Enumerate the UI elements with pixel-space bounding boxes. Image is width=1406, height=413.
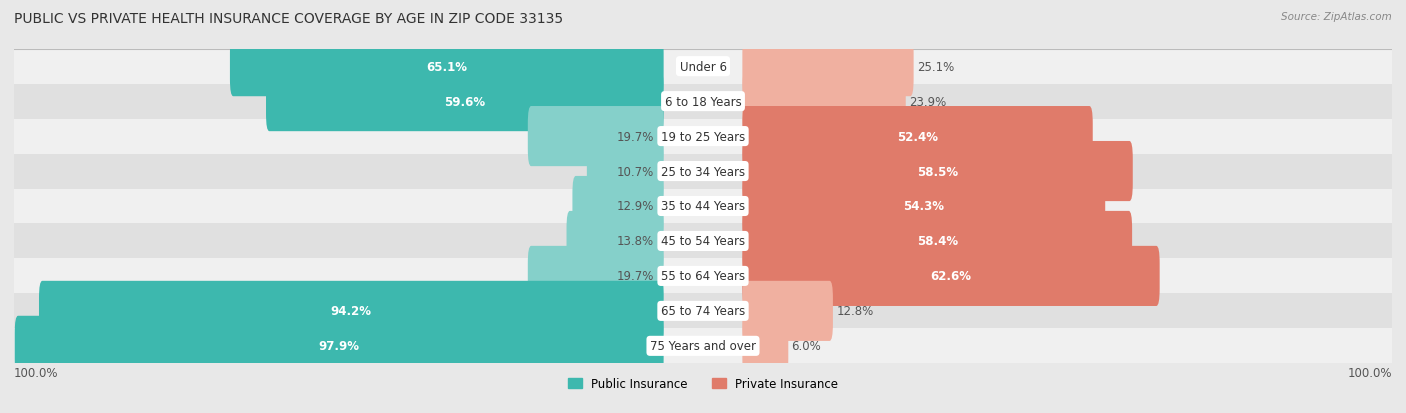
FancyBboxPatch shape: [14, 189, 1392, 224]
Text: 10.7%: 10.7%: [617, 165, 654, 178]
Text: 58.5%: 58.5%: [917, 165, 957, 178]
FancyBboxPatch shape: [14, 50, 1392, 84]
Text: 62.6%: 62.6%: [931, 270, 972, 283]
FancyBboxPatch shape: [742, 176, 1105, 237]
Text: Source: ZipAtlas.com: Source: ZipAtlas.com: [1281, 12, 1392, 22]
Text: 25 to 34 Years: 25 to 34 Years: [661, 165, 745, 178]
Text: Under 6: Under 6: [679, 61, 727, 74]
Text: 58.4%: 58.4%: [917, 235, 957, 248]
FancyBboxPatch shape: [14, 316, 664, 376]
FancyBboxPatch shape: [527, 107, 664, 167]
FancyBboxPatch shape: [39, 281, 664, 341]
Text: 6 to 18 Years: 6 to 18 Years: [665, 95, 741, 108]
FancyBboxPatch shape: [266, 72, 664, 132]
FancyBboxPatch shape: [742, 107, 1092, 167]
FancyBboxPatch shape: [742, 72, 905, 132]
Text: 54.3%: 54.3%: [903, 200, 945, 213]
Text: 35 to 44 Years: 35 to 44 Years: [661, 200, 745, 213]
FancyBboxPatch shape: [572, 176, 664, 237]
Text: 19.7%: 19.7%: [616, 130, 654, 143]
FancyBboxPatch shape: [742, 281, 832, 341]
FancyBboxPatch shape: [742, 142, 1133, 202]
FancyBboxPatch shape: [742, 246, 1160, 306]
Text: 75 Years and over: 75 Years and over: [650, 339, 756, 352]
Text: 25.1%: 25.1%: [917, 61, 955, 74]
Text: 6.0%: 6.0%: [792, 339, 821, 352]
FancyBboxPatch shape: [14, 84, 1392, 119]
FancyBboxPatch shape: [742, 37, 914, 97]
Text: 23.9%: 23.9%: [910, 95, 946, 108]
Legend: Public Insurance, Private Insurance: Public Insurance, Private Insurance: [564, 373, 842, 395]
FancyBboxPatch shape: [14, 294, 1392, 329]
FancyBboxPatch shape: [14, 154, 1392, 189]
FancyBboxPatch shape: [14, 329, 1392, 363]
Text: PUBLIC VS PRIVATE HEALTH INSURANCE COVERAGE BY AGE IN ZIP CODE 33135: PUBLIC VS PRIVATE HEALTH INSURANCE COVER…: [14, 12, 564, 26]
Text: 12.8%: 12.8%: [837, 305, 873, 318]
Text: 19 to 25 Years: 19 to 25 Years: [661, 130, 745, 143]
Text: 100.0%: 100.0%: [1347, 366, 1392, 379]
Text: 94.2%: 94.2%: [330, 305, 371, 318]
FancyBboxPatch shape: [14, 224, 1392, 259]
Text: 12.9%: 12.9%: [616, 200, 654, 213]
Text: 59.6%: 59.6%: [444, 95, 485, 108]
Text: 65.1%: 65.1%: [426, 61, 467, 74]
Text: 100.0%: 100.0%: [14, 366, 59, 379]
FancyBboxPatch shape: [527, 246, 664, 306]
FancyBboxPatch shape: [14, 119, 1392, 154]
Text: 19.7%: 19.7%: [616, 270, 654, 283]
Text: 13.8%: 13.8%: [617, 235, 654, 248]
FancyBboxPatch shape: [586, 142, 664, 202]
Text: 97.9%: 97.9%: [319, 339, 360, 352]
FancyBboxPatch shape: [742, 211, 1132, 271]
Text: 65 to 74 Years: 65 to 74 Years: [661, 305, 745, 318]
FancyBboxPatch shape: [742, 316, 789, 376]
FancyBboxPatch shape: [567, 211, 664, 271]
Text: 45 to 54 Years: 45 to 54 Years: [661, 235, 745, 248]
Text: 52.4%: 52.4%: [897, 130, 938, 143]
FancyBboxPatch shape: [231, 37, 664, 97]
FancyBboxPatch shape: [14, 259, 1392, 294]
Text: 55 to 64 Years: 55 to 64 Years: [661, 270, 745, 283]
